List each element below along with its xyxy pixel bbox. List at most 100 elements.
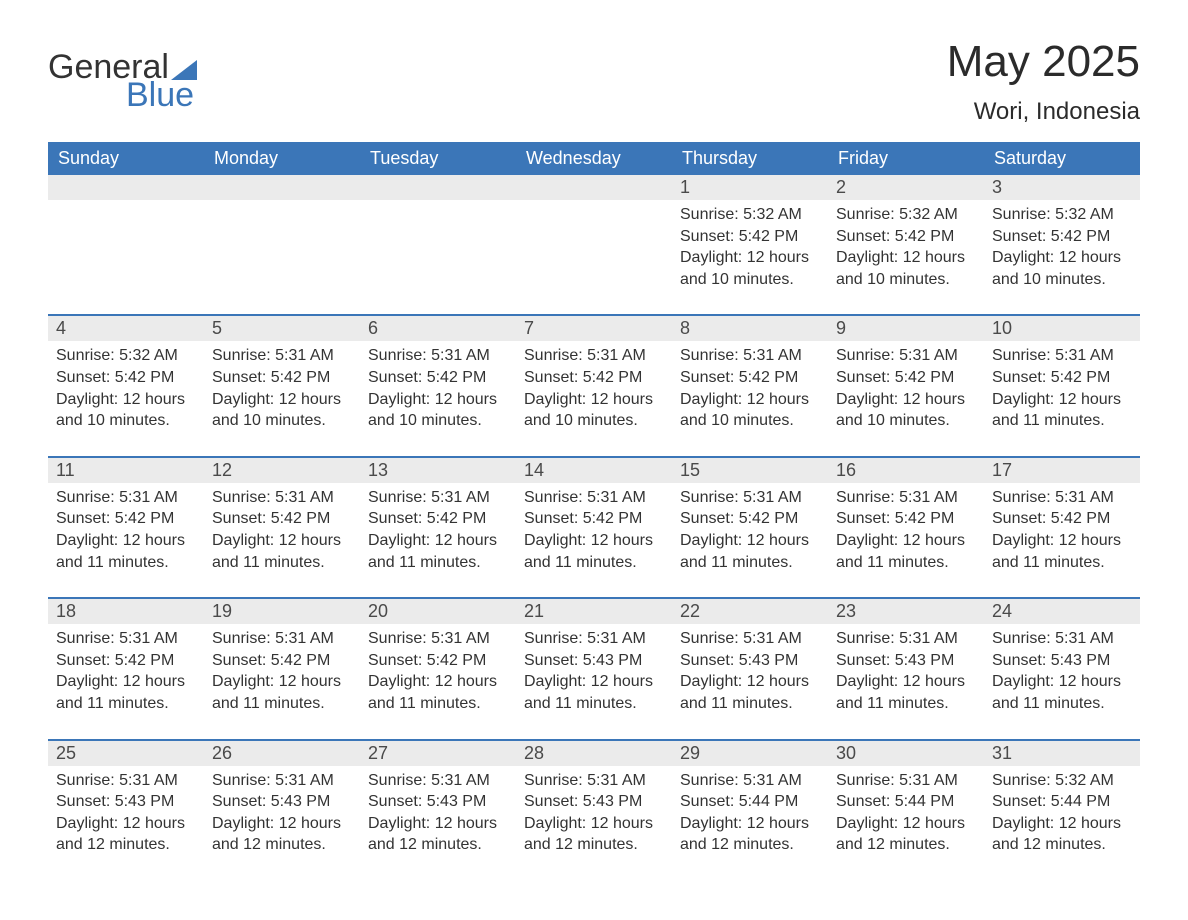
weekday-header-row: Sunday Monday Tuesday Wednesday Thursday… (48, 142, 1140, 175)
calendar-day-cell: 18Sunrise: 5:31 AMSunset: 5:42 PMDayligh… (48, 597, 204, 738)
calendar-week-row: 11Sunrise: 5:31 AMSunset: 5:42 PMDayligh… (48, 456, 1140, 597)
calendar-day-cell: 29Sunrise: 5:31 AMSunset: 5:44 PMDayligh… (672, 739, 828, 880)
day-content: Sunrise: 5:31 AMSunset: 5:43 PMDaylight:… (516, 624, 672, 738)
calendar-day-cell: 14Sunrise: 5:31 AMSunset: 5:42 PMDayligh… (516, 456, 672, 597)
weekday-header: Sunday (48, 142, 204, 175)
day-content: Sunrise: 5:31 AMSunset: 5:42 PMDaylight:… (360, 483, 516, 597)
day-content: Sunrise: 5:31 AMSunset: 5:42 PMDaylight:… (672, 483, 828, 597)
calendar-body: 1Sunrise: 5:32 AMSunset: 5:42 PMDaylight… (48, 175, 1140, 880)
calendar-week-row: 25Sunrise: 5:31 AMSunset: 5:43 PMDayligh… (48, 739, 1140, 880)
day-content: Sunrise: 5:31 AMSunset: 5:43 PMDaylight:… (204, 766, 360, 880)
day-content: Sunrise: 5:31 AMSunset: 5:42 PMDaylight:… (204, 483, 360, 597)
day-number: 2 (828, 175, 984, 200)
day-content: Sunrise: 5:32 AMSunset: 5:42 PMDaylight:… (984, 200, 1140, 314)
calendar-day-cell: 24Sunrise: 5:31 AMSunset: 5:43 PMDayligh… (984, 597, 1140, 738)
month-title: May 2025 (947, 40, 1140, 84)
calendar-day-cell: 12Sunrise: 5:31 AMSunset: 5:42 PMDayligh… (204, 456, 360, 597)
title-block: May 2025 Wori, Indonesia (947, 40, 1140, 126)
day-content: Sunrise: 5:31 AMSunset: 5:42 PMDaylight:… (672, 341, 828, 455)
day-number: 25 (48, 741, 204, 766)
day-number: 30 (828, 741, 984, 766)
day-content: Sunrise: 5:31 AMSunset: 5:42 PMDaylight:… (828, 483, 984, 597)
day-number: 20 (360, 599, 516, 624)
calendar-day-cell: 4Sunrise: 5:32 AMSunset: 5:42 PMDaylight… (48, 314, 204, 455)
calendar-day-cell: 13Sunrise: 5:31 AMSunset: 5:42 PMDayligh… (360, 456, 516, 597)
day-number (204, 175, 360, 200)
calendar-day-cell: 31Sunrise: 5:32 AMSunset: 5:44 PMDayligh… (984, 739, 1140, 880)
day-content: Sunrise: 5:31 AMSunset: 5:42 PMDaylight:… (48, 624, 204, 738)
calendar-table: Sunday Monday Tuesday Wednesday Thursday… (48, 142, 1140, 880)
day-content: Sunrise: 5:31 AMSunset: 5:42 PMDaylight:… (516, 341, 672, 455)
day-content (48, 200, 204, 286)
day-number: 24 (984, 599, 1140, 624)
calendar-day-cell: 1Sunrise: 5:32 AMSunset: 5:42 PMDaylight… (672, 175, 828, 314)
logo: General Blue (48, 40, 197, 112)
calendar-day-cell: 17Sunrise: 5:31 AMSunset: 5:42 PMDayligh… (984, 456, 1140, 597)
calendar-day-cell: 25Sunrise: 5:31 AMSunset: 5:43 PMDayligh… (48, 739, 204, 880)
day-content: Sunrise: 5:31 AMSunset: 5:42 PMDaylight:… (984, 341, 1140, 455)
day-number: 26 (204, 741, 360, 766)
weekday-header: Saturday (984, 142, 1140, 175)
weekday-header: Monday (204, 142, 360, 175)
day-number: 9 (828, 316, 984, 341)
day-number: 19 (204, 599, 360, 624)
day-number: 12 (204, 458, 360, 483)
day-number: 5 (204, 316, 360, 341)
day-number: 31 (984, 741, 1140, 766)
calendar-day-cell (204, 175, 360, 314)
day-content: Sunrise: 5:31 AMSunset: 5:42 PMDaylight:… (828, 341, 984, 455)
calendar-day-cell: 23Sunrise: 5:31 AMSunset: 5:43 PMDayligh… (828, 597, 984, 738)
day-number (48, 175, 204, 200)
calendar-day-cell: 8Sunrise: 5:31 AMSunset: 5:42 PMDaylight… (672, 314, 828, 455)
day-number: 11 (48, 458, 204, 483)
calendar-day-cell: 7Sunrise: 5:31 AMSunset: 5:42 PMDaylight… (516, 314, 672, 455)
day-number: 27 (360, 741, 516, 766)
calendar-day-cell: 15Sunrise: 5:31 AMSunset: 5:42 PMDayligh… (672, 456, 828, 597)
day-number: 6 (360, 316, 516, 341)
calendar-day-cell: 30Sunrise: 5:31 AMSunset: 5:44 PMDayligh… (828, 739, 984, 880)
day-number (516, 175, 672, 200)
day-content: Sunrise: 5:31 AMSunset: 5:43 PMDaylight:… (48, 766, 204, 880)
calendar-day-cell: 5Sunrise: 5:31 AMSunset: 5:42 PMDaylight… (204, 314, 360, 455)
day-content (204, 200, 360, 286)
weekday-header: Friday (828, 142, 984, 175)
location-label: Wori, Indonesia (947, 98, 1140, 126)
day-number: 18 (48, 599, 204, 624)
calendar-day-cell (48, 175, 204, 314)
logo-word2: Blue (126, 78, 197, 112)
day-number: 4 (48, 316, 204, 341)
day-content: Sunrise: 5:32 AMSunset: 5:42 PMDaylight:… (48, 341, 204, 455)
day-number: 23 (828, 599, 984, 624)
day-number: 21 (516, 599, 672, 624)
day-number: 17 (984, 458, 1140, 483)
day-content: Sunrise: 5:31 AMSunset: 5:42 PMDaylight:… (516, 483, 672, 597)
calendar-day-cell: 19Sunrise: 5:31 AMSunset: 5:42 PMDayligh… (204, 597, 360, 738)
day-content: Sunrise: 5:31 AMSunset: 5:42 PMDaylight:… (204, 341, 360, 455)
calendar-day-cell: 3Sunrise: 5:32 AMSunset: 5:42 PMDaylight… (984, 175, 1140, 314)
weekday-header: Tuesday (360, 142, 516, 175)
calendar-day-cell (360, 175, 516, 314)
calendar-day-cell: 6Sunrise: 5:31 AMSunset: 5:42 PMDaylight… (360, 314, 516, 455)
day-number: 28 (516, 741, 672, 766)
day-number: 14 (516, 458, 672, 483)
day-content (360, 200, 516, 286)
calendar-day-cell: 27Sunrise: 5:31 AMSunset: 5:43 PMDayligh… (360, 739, 516, 880)
calendar-day-cell: 11Sunrise: 5:31 AMSunset: 5:42 PMDayligh… (48, 456, 204, 597)
day-content: Sunrise: 5:31 AMSunset: 5:44 PMDaylight:… (828, 766, 984, 880)
calendar-day-cell: 21Sunrise: 5:31 AMSunset: 5:43 PMDayligh… (516, 597, 672, 738)
day-content: Sunrise: 5:31 AMSunset: 5:42 PMDaylight:… (360, 341, 516, 455)
day-content: Sunrise: 5:31 AMSunset: 5:43 PMDaylight:… (984, 624, 1140, 738)
calendar-day-cell: 26Sunrise: 5:31 AMSunset: 5:43 PMDayligh… (204, 739, 360, 880)
day-number: 10 (984, 316, 1140, 341)
day-number: 1 (672, 175, 828, 200)
day-content: Sunrise: 5:31 AMSunset: 5:42 PMDaylight:… (360, 624, 516, 738)
day-number: 29 (672, 741, 828, 766)
day-content: Sunrise: 5:32 AMSunset: 5:42 PMDaylight:… (672, 200, 828, 314)
day-number: 22 (672, 599, 828, 624)
calendar-day-cell: 28Sunrise: 5:31 AMSunset: 5:43 PMDayligh… (516, 739, 672, 880)
day-content: Sunrise: 5:31 AMSunset: 5:42 PMDaylight:… (48, 483, 204, 597)
calendar-week-row: 4Sunrise: 5:32 AMSunset: 5:42 PMDaylight… (48, 314, 1140, 455)
day-number: 7 (516, 316, 672, 341)
day-content: Sunrise: 5:32 AMSunset: 5:44 PMDaylight:… (984, 766, 1140, 880)
calendar-week-row: 18Sunrise: 5:31 AMSunset: 5:42 PMDayligh… (48, 597, 1140, 738)
